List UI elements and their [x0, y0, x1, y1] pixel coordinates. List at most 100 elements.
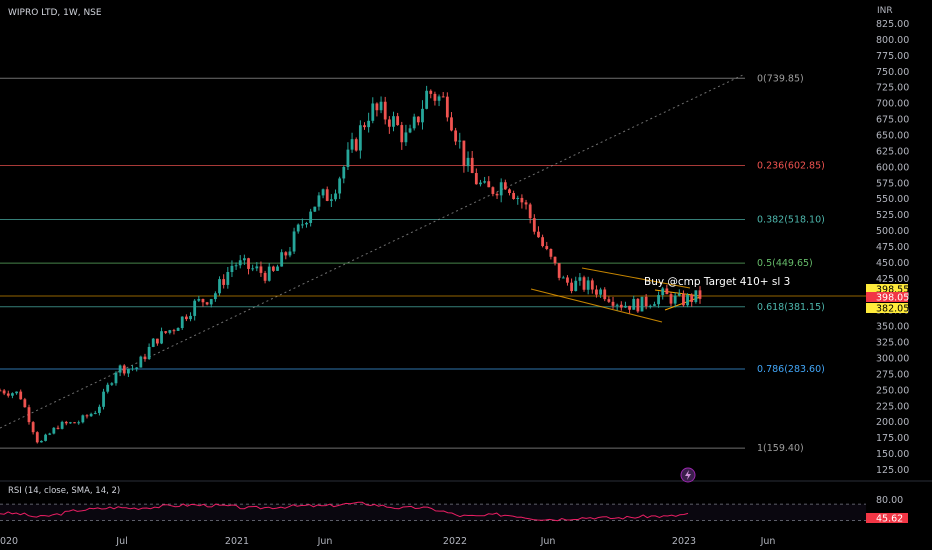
time-axis[interactable]: 2020 Jul 2021 Jun 2022 Jun 2023 Jun [0, 536, 775, 547]
candle-body [106, 384, 110, 392]
candle-body [64, 421, 68, 424]
candle-body [317, 195, 321, 207]
price-tick-label: 650.00 [876, 131, 909, 142]
candle-body [665, 288, 669, 295]
candle-body [197, 298, 201, 301]
candle-body [259, 266, 263, 273]
channel-lower-line[interactable] [530, 288, 663, 323]
price-tick-label: 300.00 [876, 354, 909, 365]
candle-body [694, 290, 698, 303]
candle-body [541, 237, 545, 247]
candle-body [632, 298, 636, 310]
candle-body [81, 415, 85, 423]
fib-level-label: 0.5(449.65) [757, 258, 813, 269]
time-axis-label: Jun [540, 536, 556, 547]
time-axis-label: 2022 [443, 536, 467, 547]
candle-body [557, 263, 561, 278]
candle-body [102, 391, 105, 407]
price-tick-label: 425.00 [876, 274, 909, 285]
candle-body [429, 90, 433, 94]
candle-body [127, 368, 130, 374]
trend-line[interactable] [0, 73, 746, 429]
price-tick-label: 725.00 [876, 83, 909, 94]
candle-body [98, 406, 101, 413]
fibonacci-retracement[interactable]: 0(739.85) 0.236(602.85) 0.382(518.10) 0.5(4… [0, 73, 825, 454]
channel-upper-line[interactable] [581, 267, 691, 289]
candle-body [396, 116, 400, 126]
candle-body [516, 197, 520, 199]
trade-annotation[interactable]: Buy @cmp Target 410+ sl 3 [644, 276, 790, 288]
candle-body [292, 231, 296, 252]
candle-body [309, 211, 313, 223]
candle-body [2, 390, 6, 394]
price-axis[interactable]: 825.00 800.00 775.00 750.00 725.00 700.00 675.… [866, 19, 909, 476]
price-tick-label: 450.00 [876, 258, 909, 269]
candle-body [400, 125, 404, 143]
candle-body [628, 305, 631, 310]
candle-body [276, 266, 279, 271]
candle-body [0, 390, 2, 392]
rsi-band [0, 504, 866, 521]
candle-body [350, 139, 354, 150]
candle-body [334, 193, 337, 200]
candle-body [603, 289, 607, 300]
candle-body [164, 331, 168, 333]
fib-level-label: 0.382(518.10) [757, 215, 825, 226]
candle-body [19, 391, 23, 400]
price-tick-label: 625.00 [876, 146, 909, 157]
chart-symbol-title: WIPRO LTD, 1W, NSE [8, 8, 102, 18]
candle-body [499, 182, 503, 196]
candle-body [636, 298, 640, 312]
candle-body [611, 301, 615, 306]
candle-body [118, 365, 122, 373]
price-tick-label: 600.00 [876, 162, 909, 173]
currency-label: INR [877, 6, 893, 16]
candle-body [379, 101, 383, 111]
candle-body [595, 289, 598, 295]
candle-body [56, 427, 60, 429]
candle-body [644, 296, 648, 307]
candle-body [354, 139, 358, 151]
candle-body [590, 280, 594, 290]
candle-body [375, 103, 379, 111]
candle-body [520, 197, 524, 203]
candle-body [433, 93, 437, 101]
price-tick-label: 175.00 [876, 433, 909, 444]
candle-body [23, 399, 27, 408]
candle-body [698, 290, 702, 299]
candle-body [412, 116, 416, 129]
price-tick-label: 700.00 [876, 99, 909, 110]
candle-body [280, 252, 284, 267]
candle-body [11, 393, 14, 396]
candle-body [640, 296, 644, 312]
candle-body [416, 116, 420, 123]
candle-body [251, 268, 255, 270]
price-tick-label: 775.00 [876, 51, 909, 62]
candle-body [445, 96, 449, 118]
candle-body [441, 96, 445, 98]
candle-body [619, 304, 623, 308]
rsi-line [0, 501, 689, 522]
candle-body [180, 316, 184, 329]
candle-body [85, 415, 89, 417]
time-axis-label: 2020 [0, 536, 18, 547]
candle-body [566, 277, 569, 283]
candle-body [255, 266, 259, 269]
lightning-icon[interactable] [680, 467, 696, 483]
rsi-current-badge [866, 513, 908, 523]
candle-body [491, 187, 495, 194]
candle-body [93, 412, 97, 414]
candle-body [392, 116, 395, 127]
candle-body [483, 181, 487, 183]
candle-body [15, 391, 18, 394]
candle-body [40, 440, 43, 443]
candle-body [44, 434, 47, 441]
price-tick-label: 250.00 [876, 385, 909, 396]
candle-body [73, 422, 76, 424]
candle-body [321, 189, 325, 196]
candle-body [325, 189, 329, 201]
candle-body [267, 266, 271, 281]
candle-body [213, 293, 217, 300]
candle-body [553, 256, 557, 264]
